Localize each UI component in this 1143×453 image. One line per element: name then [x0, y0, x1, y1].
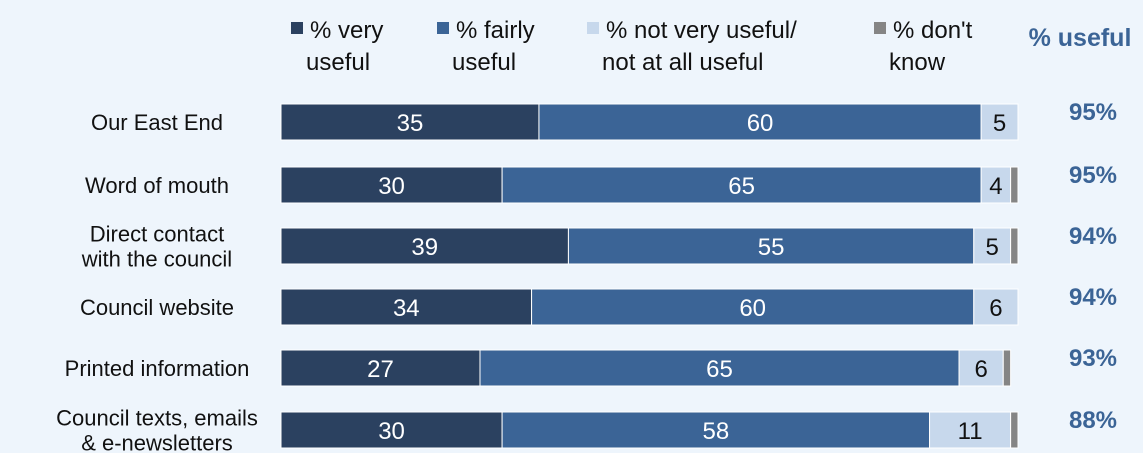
bar-value-label-1-2: 30	[378, 173, 405, 200]
bar-1-6	[280, 411, 503, 449]
useful-value-1: 95%	[1069, 99, 1117, 126]
bar-4-3	[1010, 227, 1019, 265]
useful-value-4: 94%	[1069, 284, 1117, 311]
bar-value-label-1-3: 39	[411, 234, 438, 261]
legend-label-4-line-2: know	[889, 49, 946, 76]
bar-value-label-3-5: 6	[974, 356, 987, 383]
useful-values: 95% 95% 94% 94% 93% 88%	[1069, 99, 1117, 434]
legend-label-4-line-1: % don't	[893, 17, 973, 44]
category-label-6-line-1: Council texts, emails	[56, 406, 258, 431]
category-label-5: Printed information	[65, 356, 250, 381]
bar-3-2	[980, 166, 1012, 204]
category-label-3-line-2: with the council	[81, 247, 232, 272]
legend-swatch-2	[437, 22, 449, 34]
legend-swatch-4	[874, 22, 886, 34]
bar-value-label-1-1: 35	[397, 110, 424, 137]
bar-value-label-1-6: 30	[378, 418, 405, 445]
legend-label-3-line-1: % not very useful/	[606, 17, 797, 44]
bar-1-5	[280, 349, 481, 387]
bar-value-label-1-4: 34	[393, 295, 420, 322]
bar-value-label-3-3: 5	[986, 234, 999, 261]
bar-1-2	[280, 166, 503, 204]
useful-value-6: 88%	[1069, 407, 1117, 434]
bar-value-label-2-3: 55	[758, 234, 785, 261]
bar-1-4	[280, 288, 533, 326]
useful-value-5: 93%	[1069, 345, 1117, 372]
bar-value-label-2-2: 65	[728, 173, 755, 200]
bar-value-label-2-5: 65	[706, 356, 733, 383]
bars: 35 60 530 65 439 55 534 60 627 65 630 58 11	[280, 103, 1019, 449]
category-labels: Our East End Word of mouth Direct contactw…	[56, 110, 258, 453]
legend-label-3-line-2: not at all useful	[602, 49, 763, 76]
legend-swatch-3	[587, 22, 599, 34]
legend-swatch-1	[291, 22, 303, 34]
bar-2-2	[501, 166, 982, 204]
useful-value-2: 95%	[1069, 162, 1117, 189]
bar-value-label-3-6: 11	[958, 418, 983, 445]
bar-2-6	[501, 411, 931, 449]
bar-3-1	[980, 103, 1019, 141]
bar-value-label-1-5: 27	[367, 356, 394, 383]
bar-4-5	[1002, 349, 1012, 387]
bar-2-3	[567, 227, 975, 265]
category-label-2: Word of mouth	[85, 173, 229, 198]
bar-3-3	[973, 227, 1012, 265]
category-label-6-line-2: & e-newsletters	[81, 431, 233, 453]
bar-1-1	[280, 103, 540, 141]
bar-3-6	[929, 411, 1012, 449]
useful-value-3: 94%	[1069, 223, 1117, 250]
category-label-4: Council website	[80, 295, 234, 320]
bar-4-6	[1010, 411, 1019, 449]
legend: % very useful % fairly useful % not very use…	[291, 17, 973, 76]
useful-column-title: % useful	[1029, 24, 1132, 52]
bar-value-label-3-1: 5	[993, 110, 1006, 137]
bar-value-label-2-6: 58	[702, 418, 729, 445]
bar-2-1	[538, 103, 982, 141]
bar-value-label-3-4: 6	[989, 295, 1002, 322]
bar-3-4	[973, 288, 1019, 326]
legend-label-2-line-2: useful	[452, 49, 516, 76]
bar-4-2	[1010, 166, 1019, 204]
bar-value-label-2-1: 60	[747, 110, 774, 137]
bar-value-label-2-4: 60	[739, 295, 766, 322]
legend-label-2-line-1: % fairly	[456, 17, 535, 44]
bar-2-5	[479, 349, 960, 387]
category-label-3-line-1: Direct contact	[90, 222, 225, 247]
legend-label-1-line-1: % very	[310, 17, 383, 44]
legend-label-1-line-2: useful	[306, 49, 370, 76]
bar-value-label-3-2: 4	[989, 173, 1002, 200]
category-label-1: Our East End	[91, 110, 223, 135]
bar-1-3	[280, 227, 569, 265]
